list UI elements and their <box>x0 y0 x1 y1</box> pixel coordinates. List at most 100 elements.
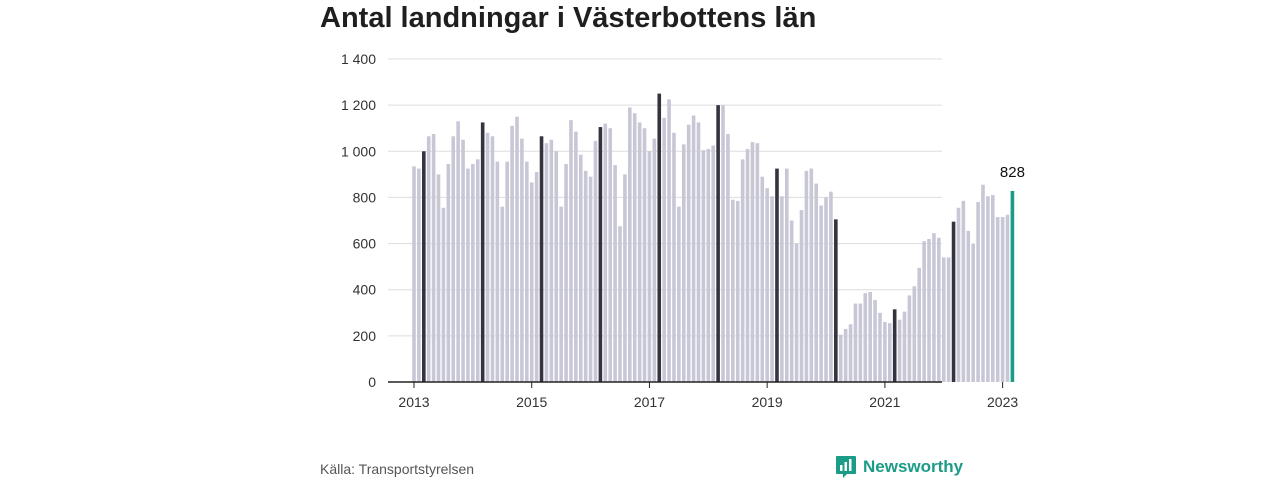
bar <box>451 136 456 382</box>
bar <box>618 226 622 382</box>
x-tick-label: 2023 <box>987 394 1018 410</box>
y-tick-label: 0 <box>368 374 376 390</box>
bar <box>475 159 480 382</box>
latest-value-label: 828 <box>1000 164 1025 181</box>
bar <box>1010 190 1015 382</box>
bar <box>549 139 554 382</box>
bar <box>417 168 421 382</box>
bar <box>662 117 666 382</box>
bar <box>515 116 519 383</box>
bar <box>794 243 799 382</box>
bar <box>691 115 696 382</box>
bar <box>789 220 794 382</box>
bar <box>946 257 951 382</box>
brand-logo: Newsworthy <box>835 455 963 479</box>
bar <box>471 163 475 382</box>
bar <box>922 241 926 382</box>
bar <box>838 334 843 382</box>
bar <box>907 295 912 382</box>
y-tick-label: 1 000 <box>341 143 376 159</box>
bar <box>726 133 730 382</box>
bar <box>598 127 603 382</box>
bar <box>539 136 544 382</box>
bar-chart-badge-icon <box>836 456 856 478</box>
bar <box>902 311 907 382</box>
bar <box>461 139 465 382</box>
bar <box>480 122 485 382</box>
x-tick-label: 2017 <box>634 394 665 410</box>
chart-title: Antal landningar i Västerbottens län <box>320 2 817 34</box>
bar <box>863 293 868 382</box>
bar <box>986 196 990 382</box>
bar <box>834 219 838 382</box>
bar <box>1005 214 1010 382</box>
bar <box>755 143 760 382</box>
bar <box>721 105 725 382</box>
bar <box>436 174 441 382</box>
bar <box>583 170 588 382</box>
bar <box>799 210 804 382</box>
y-tick-label: 600 <box>353 236 377 252</box>
bar <box>961 200 966 382</box>
bar <box>495 161 500 382</box>
bar <box>927 238 931 382</box>
bar <box>677 206 681 382</box>
bar <box>716 105 720 382</box>
x-tick-label: 2021 <box>869 394 900 410</box>
bar <box>574 131 578 382</box>
bar <box>765 188 769 382</box>
bar <box>544 143 549 382</box>
bar <box>490 136 495 382</box>
bar <box>588 176 593 382</box>
bar <box>976 202 980 382</box>
bar <box>520 138 524 382</box>
bar <box>559 206 563 382</box>
bar <box>887 323 892 382</box>
source-note: Källa: Transportstyrelsen <box>320 461 475 477</box>
bar <box>412 166 416 382</box>
bar <box>652 138 657 382</box>
bar <box>681 144 686 382</box>
bar <box>804 170 809 382</box>
brand-name: Newsworthy <box>863 457 964 476</box>
bar <box>809 168 814 382</box>
bar <box>892 309 897 382</box>
bar <box>647 151 652 382</box>
bar <box>780 196 784 382</box>
bar <box>858 303 863 382</box>
bar <box>956 207 961 382</box>
bar <box>848 324 853 382</box>
bar <box>711 145 716 382</box>
bar <box>608 128 612 382</box>
bar <box>971 243 975 382</box>
bar <box>814 183 819 382</box>
bar <box>441 207 446 382</box>
bar <box>466 168 470 382</box>
bar <box>485 132 490 382</box>
bar <box>883 322 887 382</box>
bar <box>569 120 573 382</box>
bar <box>966 230 971 382</box>
bar <box>819 205 823 382</box>
bar <box>843 328 848 382</box>
bar <box>878 312 882 382</box>
labels: 0 200 400 600 800 1 000 1 200 1 400 2013 2015 2017… <box>341 51 1025 410</box>
bar <box>456 121 460 382</box>
bar <box>613 165 617 382</box>
bar <box>932 233 936 382</box>
bar <box>446 163 451 382</box>
bar <box>853 303 858 382</box>
y-tick-label: 400 <box>353 282 377 298</box>
x-tick-label: 2019 <box>752 394 783 410</box>
bar <box>578 154 583 382</box>
bar <box>525 161 529 382</box>
y-tick-label: 1 400 <box>341 51 376 67</box>
bar <box>686 124 691 382</box>
bar <box>824 197 828 382</box>
x-tick-label: 2013 <box>398 394 429 410</box>
bar <box>564 163 568 382</box>
axes <box>388 381 1004 388</box>
bar <box>941 257 946 382</box>
bar <box>760 176 765 382</box>
